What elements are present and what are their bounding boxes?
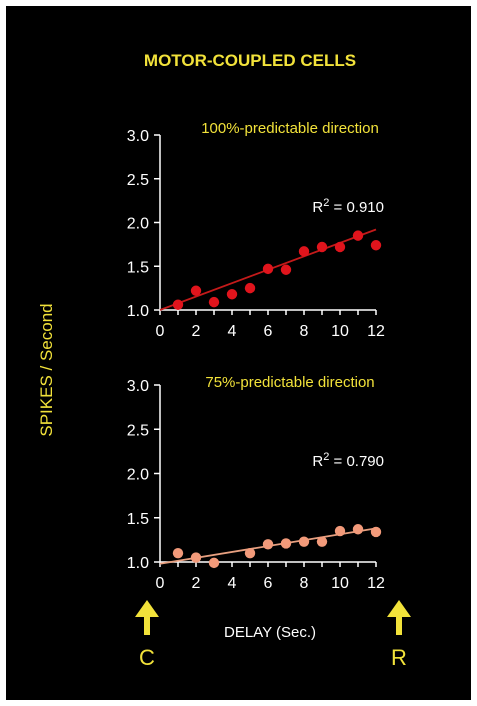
y-tick-label: 1.0 (127, 303, 149, 320)
x-tick-label: 2 (192, 323, 201, 340)
x-tick-label: 10 (331, 575, 349, 592)
data-point (208, 557, 220, 569)
chart-100-percent: 1.0 1.5 2.0 2.5 3.0 0 2 4 6 8 10 12 100%-predictable… (127, 120, 385, 340)
data-point (334, 241, 346, 253)
marker-c-label: C (139, 645, 155, 670)
x-tick-label: 4 (228, 575, 237, 592)
data-point (370, 240, 382, 251)
panel-title: 75%-predictable direction (205, 374, 374, 391)
x-tick-label: 10 (331, 323, 349, 340)
y-tick-label: 2.5 (127, 172, 149, 189)
data-point (280, 264, 292, 275)
panel-title: 100%-predictable direction (201, 120, 379, 137)
y-tick-label: 3.0 (127, 128, 149, 145)
data-point (316, 241, 328, 253)
y-tick-label: 2.0 (127, 216, 149, 233)
data-point (298, 536, 310, 547)
marker-r-label: R (391, 645, 407, 670)
data-point (352, 230, 364, 241)
x-tick-label: 2 (192, 575, 201, 592)
x-tick-label: 0 (156, 323, 165, 340)
data-point (280, 538, 292, 549)
y-tick-label: 1.0 (127, 555, 149, 572)
data-point (352, 524, 364, 535)
data-point (172, 547, 184, 559)
r-squared-annotation: R2 = 0.910 (312, 197, 384, 216)
data-point (316, 536, 328, 547)
data-point (244, 547, 256, 559)
arrow-r-icon (387, 600, 411, 635)
x-tick-label: 8 (300, 323, 309, 340)
y-tick-label: 2.0 (127, 467, 149, 484)
x-tick-label: 4 (228, 323, 237, 340)
figure-background (6, 6, 471, 700)
data-point (262, 263, 274, 275)
data-point (226, 289, 238, 300)
y-axis-label: SPIKES / Second (37, 303, 56, 436)
chart-75-percent: 1.0 1.5 2.0 2.5 3.0 0 2 4 6 8 10 12 75%-predictable … (127, 374, 385, 592)
data-point (190, 552, 202, 563)
data-point (172, 299, 184, 310)
arrow-c-icon (135, 600, 159, 635)
y-tick-label: 3.0 (127, 378, 149, 395)
data-point (334, 525, 346, 537)
data-point (190, 285, 202, 296)
data-point (208, 296, 220, 308)
x-tick-label: 0 (156, 575, 165, 592)
data-point (298, 246, 310, 257)
y-tick-label: 1.5 (127, 511, 149, 528)
x-tick-label: 6 (264, 575, 273, 592)
y-tick-label: 1.5 (127, 259, 149, 276)
data-point (262, 539, 274, 550)
data-point (244, 282, 256, 294)
x-axis-label: DELAY (Sec.) (224, 624, 316, 641)
r-squared-annotation: R2 = 0.790 (312, 451, 384, 470)
x-tick-label: 12 (367, 323, 385, 340)
x-tick-label: 8 (300, 575, 309, 592)
x-tick-label: 6 (264, 323, 273, 340)
x-tick-label: 12 (367, 575, 385, 592)
y-tick-label: 2.5 (127, 422, 149, 439)
data-point (370, 526, 382, 538)
figure-title: MOTOR-COUPLED CELLS (144, 51, 356, 70)
